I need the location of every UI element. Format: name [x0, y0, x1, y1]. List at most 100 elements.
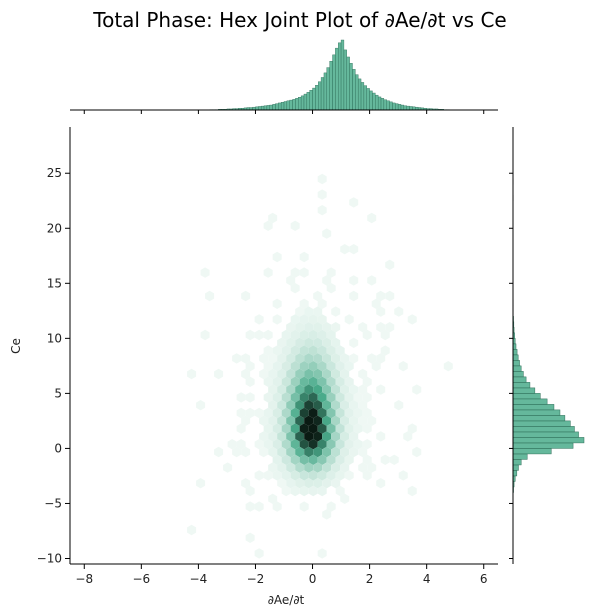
hexbin-cell — [281, 439, 291, 450]
marginal-y-bar — [512, 459, 522, 466]
hexbin-cell — [286, 384, 296, 395]
hexbin-cell — [290, 439, 300, 450]
hexbin-cell — [367, 353, 377, 364]
hexbin-cell — [313, 446, 323, 458]
marginal-x-bar — [303, 93, 308, 111]
hexbin-cell — [272, 439, 282, 450]
hexbin-cell — [295, 462, 305, 473]
hexbin-cell — [299, 392, 309, 403]
hexbin-cell — [290, 423, 300, 434]
hexbin-cell — [344, 423, 354, 434]
hexbin-cell — [286, 368, 296, 380]
hexbin-cell — [340, 462, 350, 473]
hexbin-cell — [380, 454, 390, 465]
marginal-x-bar — [369, 90, 373, 111]
y-tick-label: 10 — [47, 331, 62, 345]
hexbin-cell — [331, 306, 341, 317]
hexbin-cell — [313, 478, 323, 489]
marginal-x-bar — [309, 89, 313, 111]
hexbin-cell — [281, 329, 291, 341]
marginal-x-bar — [338, 42, 342, 111]
hexbin-cell — [304, 368, 314, 380]
marginal-x-bar — [280, 102, 285, 111]
hexbin-cell — [308, 329, 318, 341]
marginal-x-bar — [306, 92, 310, 111]
hexbin-cell — [326, 407, 336, 419]
marginal-x-bar — [292, 99, 296, 111]
hexbin-cell — [268, 415, 278, 426]
hexbin-cell — [358, 462, 368, 473]
marginal-x-bar — [315, 85, 319, 111]
hexbin-cell — [236, 439, 246, 450]
hexbin-cell — [295, 353, 305, 364]
marginal-y-bar — [512, 442, 574, 449]
hexbin-cell — [295, 306, 305, 317]
hexbin-cell — [245, 485, 255, 497]
marginal-y-bar — [512, 453, 528, 460]
hexbin-cell — [322, 400, 332, 411]
y-tick-label: 25 — [47, 166, 62, 180]
hexbin-cell — [326, 376, 336, 387]
hexbin-cell — [268, 400, 278, 411]
x-tick-label: −4 — [190, 572, 208, 586]
marginal-x-bar — [312, 87, 316, 111]
hexbin-cell — [281, 407, 291, 419]
hexbin-cell — [358, 400, 368, 411]
hexbin-cell — [344, 376, 354, 387]
hexbin-cell — [322, 384, 332, 395]
hexbin-cell — [398, 361, 408, 372]
hexbin-cell — [187, 368, 197, 380]
hexbin-cell — [380, 345, 390, 356]
hexbin-cell — [412, 384, 422, 395]
hexbin-cell — [263, 220, 273, 231]
hexbin-cell — [263, 376, 273, 387]
hexbin-cell — [362, 376, 372, 387]
hexbin-cell — [317, 314, 327, 325]
hexbin-cell — [232, 353, 242, 364]
hexbin-cell — [407, 314, 417, 325]
hexbin-cell — [277, 462, 287, 473]
marginal-x-bar — [318, 81, 322, 111]
hexbin-cell — [295, 368, 305, 380]
hexbin-cell — [200, 329, 210, 341]
marginal-x-bar — [409, 106, 413, 111]
hexbin-cell — [277, 478, 287, 489]
hexbin-cell — [272, 423, 282, 434]
hexbin-cell — [326, 392, 336, 403]
hexbin-cell — [313, 353, 323, 364]
hexbin-cell — [286, 431, 296, 442]
hexbin-cell — [349, 337, 359, 348]
hexbin-cell — [281, 345, 291, 356]
hexbin-cell — [322, 509, 332, 520]
hexbin-cell — [272, 407, 282, 419]
hexbin-cell — [331, 337, 341, 348]
hexbin-cell — [317, 173, 327, 185]
hexbin-cell — [304, 431, 314, 442]
marginal-x-bar — [372, 92, 376, 111]
hexbin-cell — [317, 439, 327, 450]
hexbin-cell — [376, 384, 386, 395]
hexbin-cell — [317, 485, 327, 497]
marginal-y-bar — [512, 365, 522, 372]
hexbin-cell — [340, 368, 350, 380]
hexbin-cell — [317, 423, 327, 434]
hexbin-cell — [398, 470, 408, 481]
hexbin-cell — [326, 329, 336, 341]
hexbin-cell — [335, 439, 345, 450]
marginal-x-bar — [395, 103, 399, 111]
hexbin-cell — [317, 189, 327, 200]
hexbin-cell — [254, 329, 264, 341]
hexbin-cell — [304, 337, 314, 348]
marginal-x-bar — [329, 61, 333, 111]
hexbin-cell — [340, 415, 350, 426]
hexbin-cell — [340, 431, 350, 442]
x-axis-label: ∂Ae/∂t — [268, 593, 305, 607]
hexbin-cell — [340, 353, 350, 364]
x-tick-label: 4 — [423, 572, 431, 586]
x-tick-label: 0 — [309, 572, 317, 586]
hexbin-cell — [272, 392, 282, 403]
hexbin-cell — [317, 329, 327, 341]
hexbin-cell — [281, 361, 291, 372]
hexbin-cell — [313, 368, 323, 380]
hexbin-cell — [367, 275, 377, 286]
